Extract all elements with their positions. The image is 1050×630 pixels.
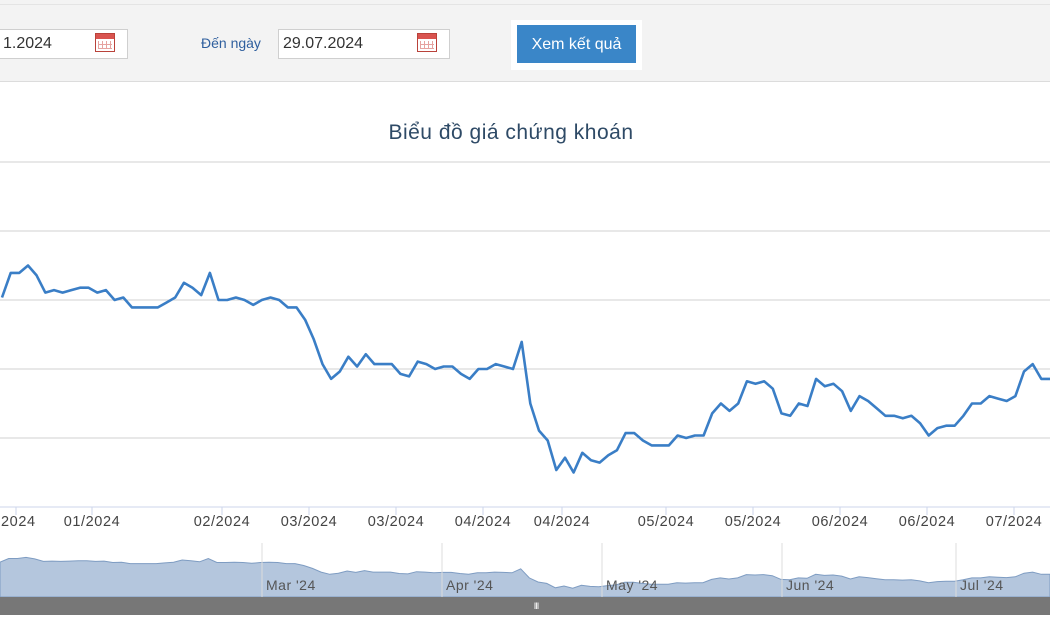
from-date-value: 1.2024 — [3, 35, 52, 52]
x-tick-label: 03/2024 — [368, 514, 425, 530]
navigator-tick-label: Apr '24 — [446, 577, 493, 593]
x-tick-label: 04/2024 — [455, 514, 512, 530]
x-tick-label: 06/2024 — [812, 514, 869, 530]
x-tick-label: 01/2024 — [64, 514, 121, 530]
view-results-button[interactable]: Xem kết quả — [517, 25, 636, 63]
chart-title: Biểu đồ giá chứng khoán — [388, 121, 634, 144]
to-date-label: Đến ngày — [201, 35, 261, 51]
divider — [0, 4, 1050, 5]
navigator-chart[interactable]: Mar '24 Apr '24 May '24 Jun '24 Jul '24 — [0, 540, 1050, 598]
calendar-icon[interactable] — [95, 33, 115, 52]
x-tick-label: 05/2024 — [638, 514, 695, 530]
navigator-tick-label: Jul '24 — [960, 577, 1004, 593]
navigator-scrollbar[interactable]: III — [0, 597, 1050, 615]
to-date-value: 29.07.2024 — [283, 35, 364, 52]
grip-icon[interactable]: III — [533, 601, 540, 611]
x-tick-label: 03/2024 — [281, 514, 338, 530]
navigator-tick-label: Jun '24 — [786, 577, 834, 593]
price-series-line — [0, 264, 1050, 474]
x-tick-label: 04/2024 — [534, 514, 591, 530]
navigator-tick-label: May '24 — [606, 577, 658, 593]
x-tick-label: 05/2024 — [725, 514, 782, 530]
x-tick-label: 02/2024 — [194, 514, 251, 530]
price-chart: .2024 01/2024 02/2024 03/2024 03/2024 04/2024… — [0, 161, 1050, 530]
x-tick-label: .2024 — [0, 514, 36, 530]
navigator-tick-label: Mar '24 — [266, 577, 316, 593]
navigator-series-area — [0, 556, 1050, 598]
x-tick-label: 07/2024 — [986, 514, 1043, 530]
x-tick-label: 06/2024 — [899, 514, 956, 530]
calendar-icon[interactable] — [417, 33, 437, 52]
